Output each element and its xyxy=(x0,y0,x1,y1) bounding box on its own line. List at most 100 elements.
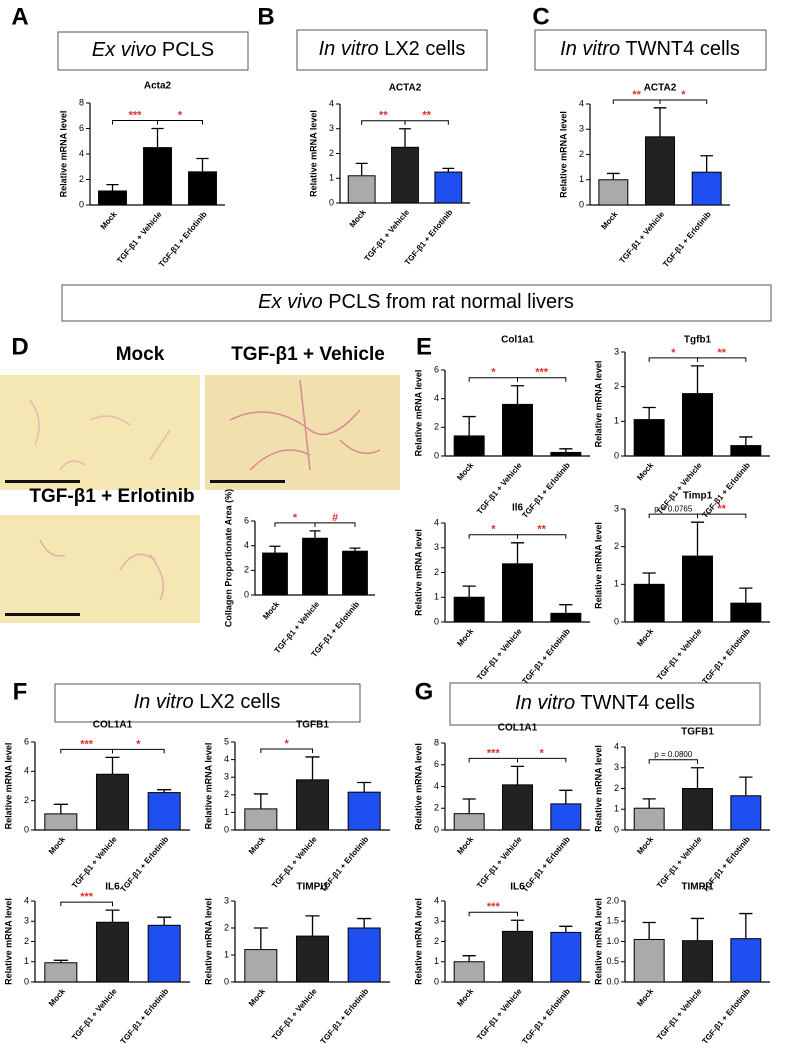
y-tick-label: 0 xyxy=(434,824,439,834)
y-tick-label: 2 xyxy=(24,795,29,805)
bar xyxy=(730,938,762,983)
y-tick-label: 2 xyxy=(614,783,619,793)
error-bar xyxy=(559,604,573,614)
bar xyxy=(295,779,330,831)
error-bar xyxy=(739,912,753,939)
heading-boxes xyxy=(54,29,772,726)
y-tick-label: 5 xyxy=(224,736,229,746)
significance-label: ** xyxy=(632,89,641,101)
chart-title: TGFB1 xyxy=(681,727,714,738)
y-tick-label: 1 xyxy=(329,173,334,183)
y-tick-label: 2.0 xyxy=(606,895,619,905)
bar xyxy=(453,813,485,831)
bar xyxy=(633,419,665,457)
error-bar xyxy=(462,585,476,598)
chart-title: TIMPI1 xyxy=(296,882,329,893)
error-bar xyxy=(653,107,667,137)
heading-italic: In vitro xyxy=(319,38,379,60)
y-axis-label: Relative mRNA level xyxy=(413,529,423,616)
heading-box xyxy=(54,683,361,723)
x-tick-label: TGF-β1 + Erlotinib xyxy=(157,210,209,269)
x-tick-label: Mock xyxy=(635,626,655,648)
bar xyxy=(44,813,78,831)
bar xyxy=(188,171,217,206)
y-tick-label: 1 xyxy=(224,807,229,817)
tissue-detail xyxy=(229,379,381,471)
error-bar xyxy=(269,545,281,554)
y-tick-label: 3 xyxy=(434,916,439,926)
bar xyxy=(147,792,181,831)
significance-bracket xyxy=(697,357,747,362)
heading-box xyxy=(534,29,767,71)
y-tick-label: 2 xyxy=(434,936,439,946)
bar xyxy=(347,927,381,983)
y-tick-label: 0 xyxy=(79,199,84,209)
y-axis-label: Relative mRNA level xyxy=(413,743,423,830)
x-tick-label: TGF-β1 + Vehicle xyxy=(475,626,524,682)
significance-bracket xyxy=(697,513,747,519)
y-tick-label: 3 xyxy=(614,346,619,356)
panel-label: C xyxy=(532,3,549,30)
bar xyxy=(682,393,713,457)
error-bar xyxy=(253,793,268,809)
error-bar xyxy=(739,436,753,446)
error-bar xyxy=(739,776,753,796)
y-tick-label: 3 xyxy=(24,916,29,926)
bar xyxy=(550,612,582,623)
x-tick-label: TGF-β1 + Erlotinib xyxy=(700,627,752,686)
bar xyxy=(302,537,328,596)
y-axis-label: Relative mRNA level xyxy=(308,110,318,197)
bar xyxy=(645,136,675,206)
error-bar xyxy=(355,162,368,176)
significance-label: *** xyxy=(129,109,143,121)
x-tick-label: Mock xyxy=(635,460,655,482)
error-bar xyxy=(690,521,705,557)
significance-label: * xyxy=(491,367,496,379)
bar xyxy=(682,788,713,831)
error-bar xyxy=(642,921,656,940)
error-bar xyxy=(690,767,705,789)
y-tick-label: 2 xyxy=(579,149,584,159)
significance-bracket xyxy=(648,759,698,764)
y-tick-label: 3 xyxy=(224,772,229,782)
y-tick-label: 0 xyxy=(614,824,619,834)
x-tick-label: Mock xyxy=(455,986,475,1008)
panel-heading: In vitro LX2 cells xyxy=(134,691,281,713)
bar xyxy=(682,555,713,623)
x-tick-label: Mock xyxy=(455,460,475,482)
y-tick-label: 1.5 xyxy=(606,916,619,926)
x-tick-label: Mock xyxy=(261,599,281,621)
error-bar xyxy=(442,167,455,173)
bar xyxy=(502,403,533,457)
heading-italic: Ex vivo xyxy=(92,39,156,61)
y-tick-label: 0 xyxy=(24,976,29,986)
error-bar xyxy=(739,587,753,604)
bar xyxy=(730,602,762,623)
x-tick-label: TGF-β1 + Erlotinib xyxy=(520,987,572,1046)
tissue-detail xyxy=(29,399,171,471)
heading-italic: Ex vivo xyxy=(258,291,322,313)
error-bar xyxy=(642,572,656,585)
heading-text: PCLS from rat normal livers xyxy=(328,291,574,313)
image-label: TGF-β1 + Erlotinib xyxy=(29,486,194,507)
y-tick-label: 2 xyxy=(329,148,334,158)
significance-bracket xyxy=(157,120,203,125)
significance-label: ** xyxy=(537,524,546,536)
x-tick-label: TGF-β1 + Vehicle xyxy=(618,209,667,265)
bar xyxy=(502,563,533,623)
bar xyxy=(262,552,288,596)
significance-label: * xyxy=(136,738,141,750)
error-bar xyxy=(690,917,705,941)
error-bar xyxy=(510,385,525,405)
y-axis-label: Relative mRNA level xyxy=(413,370,423,457)
y-tick-label: 4 xyxy=(244,540,249,550)
y-axis-label: Relative mRNA level xyxy=(558,111,568,198)
x-tick-label: Mock xyxy=(455,834,475,856)
significance-bracket xyxy=(260,748,313,753)
x-tick-label: TGF-β1 + Vehicle xyxy=(115,209,164,265)
bar xyxy=(347,175,376,204)
y-tick-label: 0 xyxy=(614,616,619,626)
chart-title: COL1A1 xyxy=(93,720,133,731)
bar xyxy=(550,931,582,983)
bar xyxy=(453,961,485,983)
